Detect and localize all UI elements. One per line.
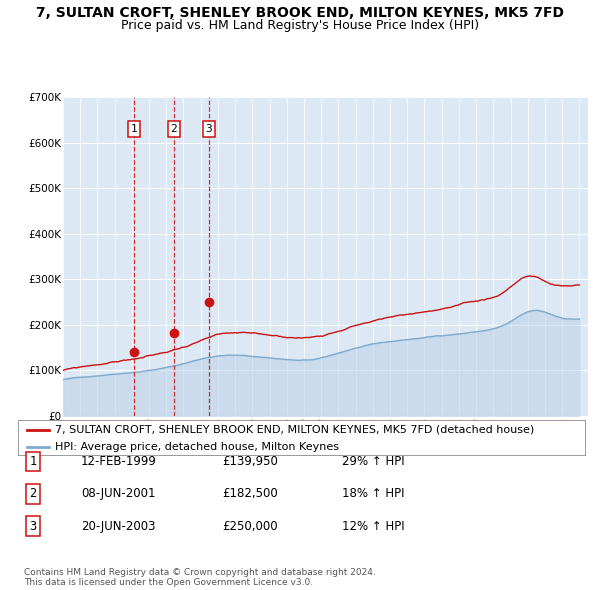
Text: £250,000: £250,000 [222,520,278,533]
Text: £182,500: £182,500 [222,487,278,500]
Text: 18% ↑ HPI: 18% ↑ HPI [342,487,404,500]
Text: 12-FEB-1999: 12-FEB-1999 [81,455,157,468]
Text: 7, SULTAN CROFT, SHENLEY BROOK END, MILTON KEYNES, MK5 7FD (detached house): 7, SULTAN CROFT, SHENLEY BROOK END, MILT… [55,425,534,435]
Text: HPI: Average price, detached house, Milton Keynes: HPI: Average price, detached house, Milt… [55,442,339,451]
Text: Price paid vs. HM Land Registry's House Price Index (HPI): Price paid vs. HM Land Registry's House … [121,19,479,32]
Text: 29% ↑ HPI: 29% ↑ HPI [342,455,404,468]
Text: 7, SULTAN CROFT, SHENLEY BROOK END, MILTON KEYNES, MK5 7FD: 7, SULTAN CROFT, SHENLEY BROOK END, MILT… [36,6,564,20]
Text: Contains HM Land Registry data © Crown copyright and database right 2024.
This d: Contains HM Land Registry data © Crown c… [24,568,376,587]
Text: 2: 2 [170,124,177,134]
Text: 08-JUN-2001: 08-JUN-2001 [81,487,155,500]
Text: 20-JUN-2003: 20-JUN-2003 [81,520,155,533]
Text: 3: 3 [205,124,212,134]
Text: 1: 1 [131,124,137,134]
Text: £139,950: £139,950 [222,455,278,468]
Text: 12% ↑ HPI: 12% ↑ HPI [342,520,404,533]
Text: 1: 1 [29,455,37,468]
Text: 2: 2 [29,487,37,500]
Text: 3: 3 [29,520,37,533]
